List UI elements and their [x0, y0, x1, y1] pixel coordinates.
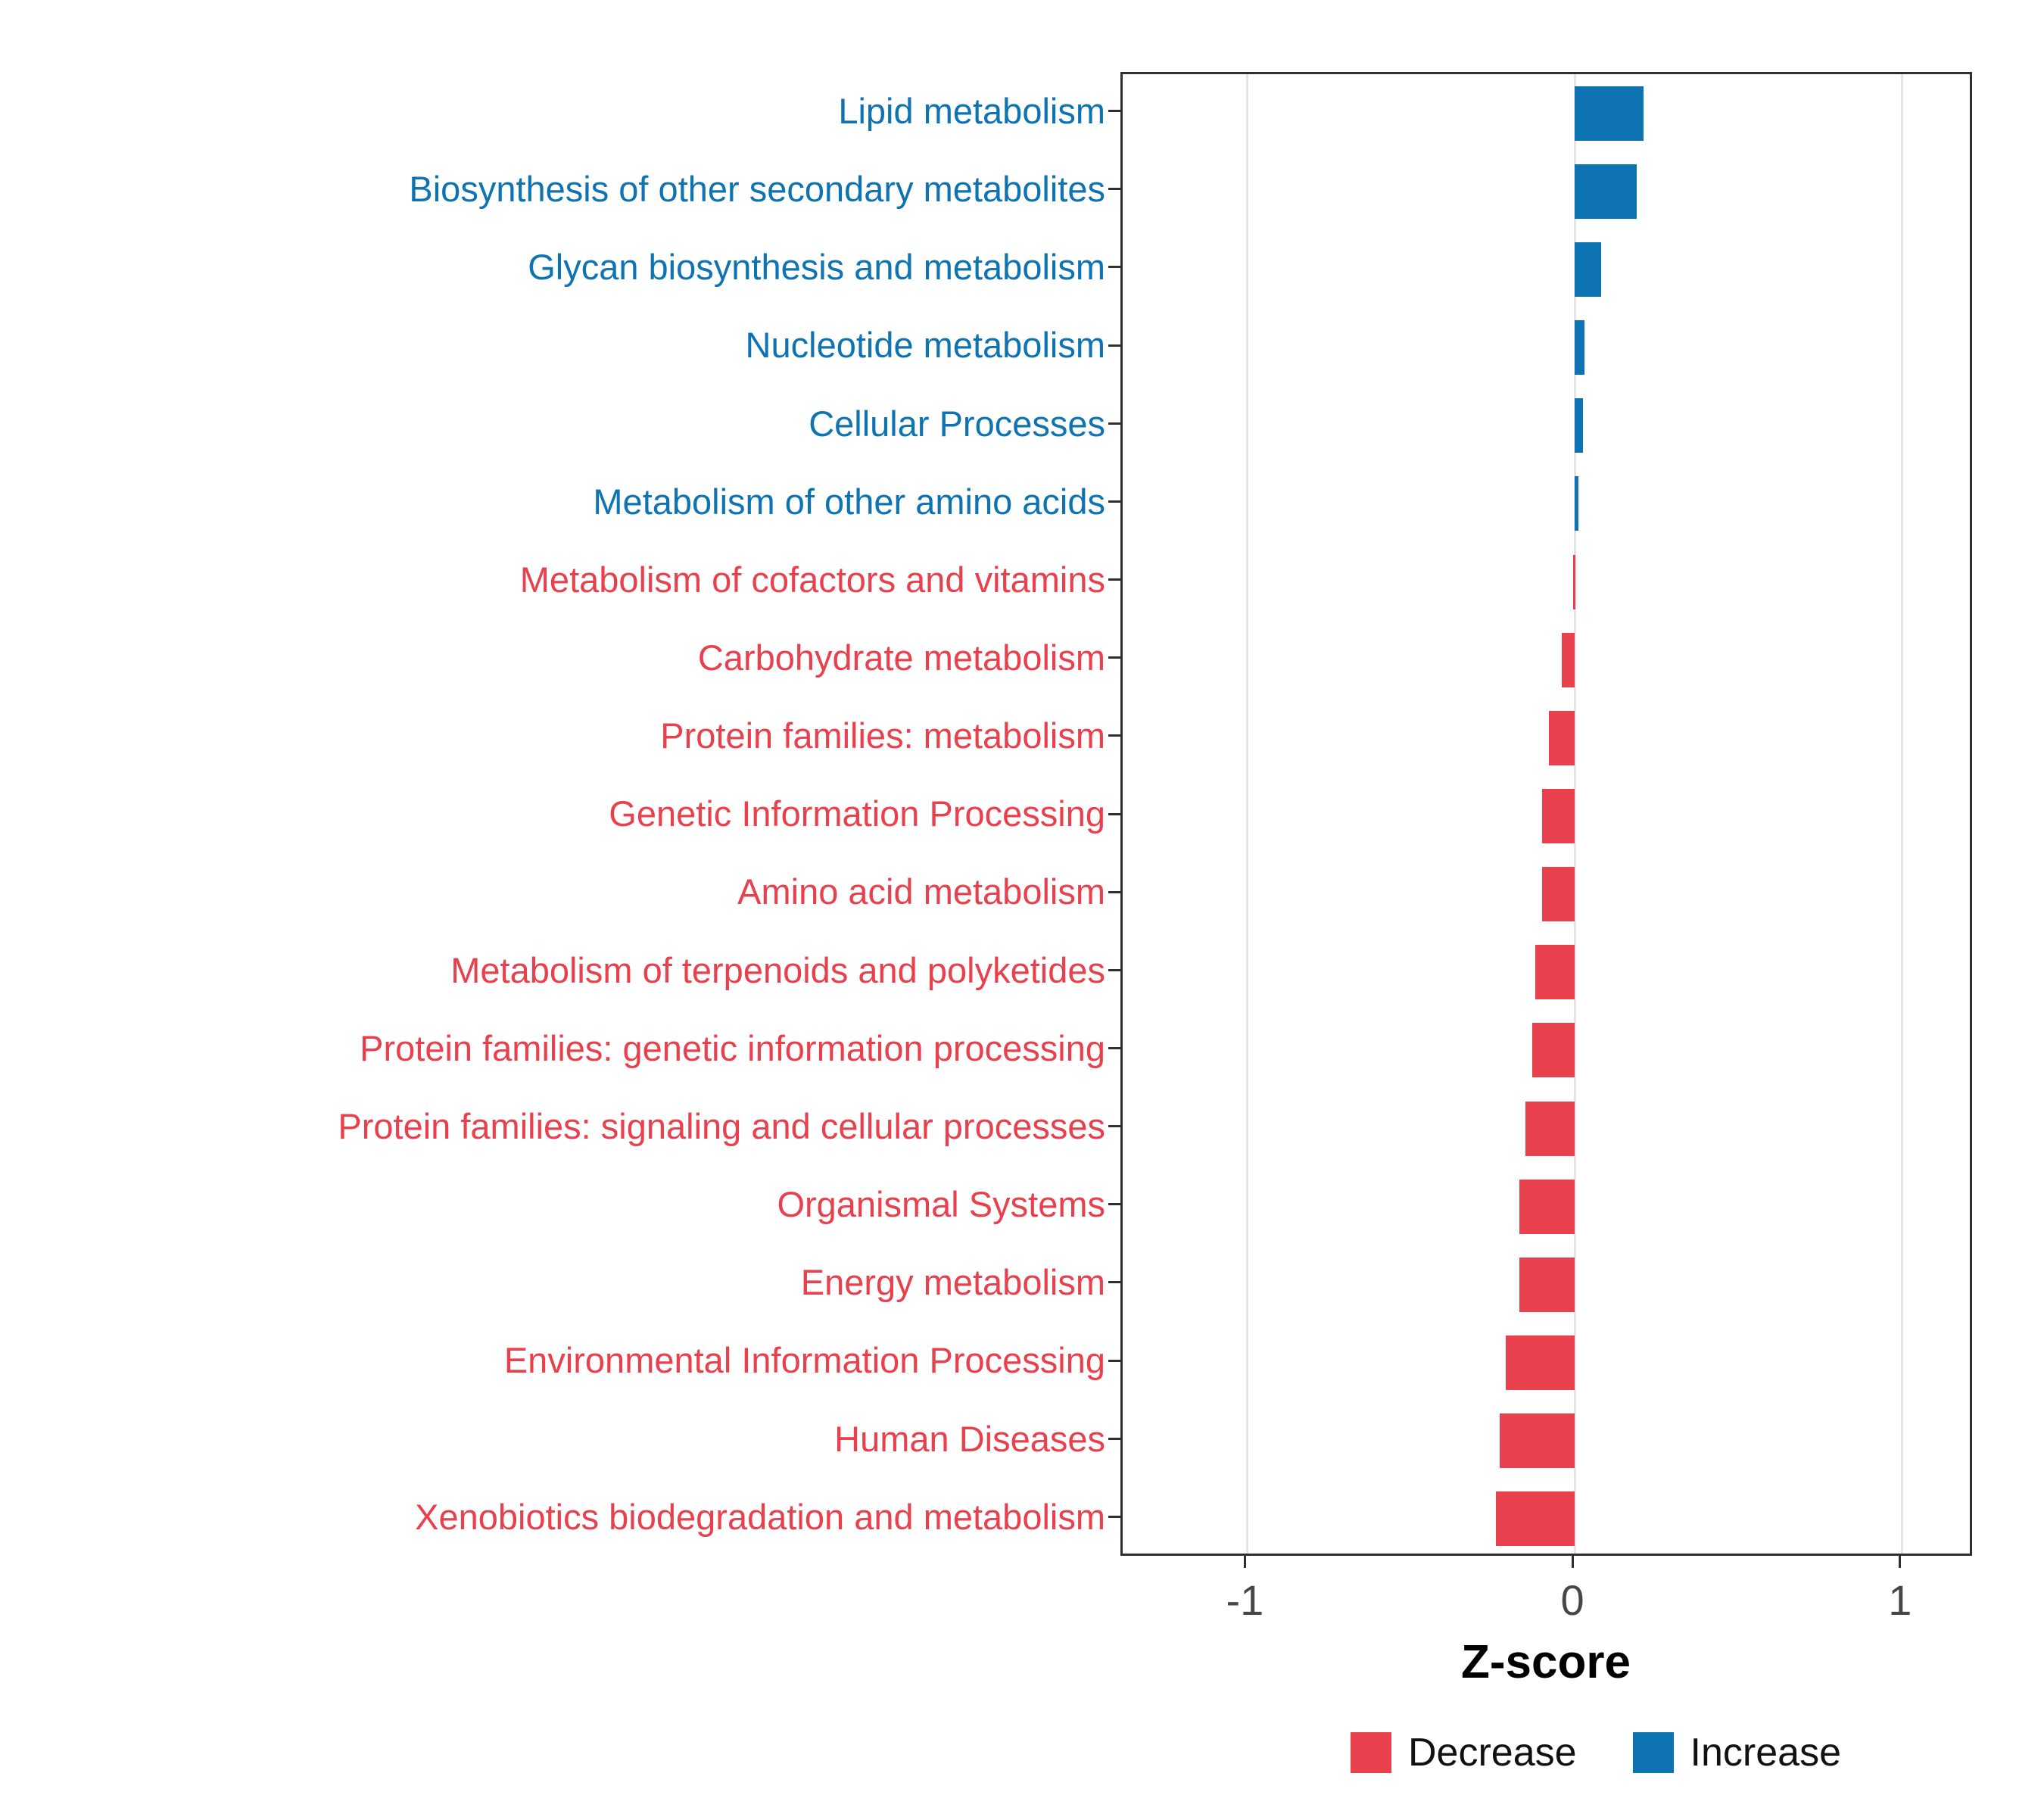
x-tick-label: 1 — [1888, 1576, 1912, 1624]
legend-entry-decrease: Decrease — [1350, 1730, 1577, 1775]
bar — [1575, 242, 1601, 297]
bar — [1572, 554, 1575, 609]
bar — [1575, 476, 1579, 531]
category-label: Protein families: metabolism — [660, 715, 1105, 756]
legend-label-decrease: Decrease — [1407, 1731, 1577, 1775]
category-label: Lipid metabolism — [838, 90, 1105, 131]
y-axis-tick — [1108, 1437, 1120, 1440]
bar — [1575, 164, 1637, 219]
legend-swatch-decrease — [1350, 1732, 1391, 1773]
legend-entry-increase: Increase — [1632, 1730, 1841, 1775]
category-label: Genetic Information Processing — [609, 793, 1105, 834]
x-tick-label: -1 — [1226, 1576, 1264, 1624]
bar — [1535, 945, 1575, 1000]
category-label: Xenobiotics biodegradation and metabolis… — [415, 1496, 1105, 1537]
x-axis-title: Z-score — [1461, 1636, 1631, 1688]
bar — [1541, 867, 1575, 922]
bar — [1561, 632, 1575, 687]
category-label: Organismal Systems — [777, 1184, 1105, 1225]
legend-label-increase: Increase — [1690, 1731, 1841, 1775]
gridline-x-0 — [1573, 74, 1576, 1554]
bar — [1575, 320, 1585, 376]
legend: Decrease Increase — [1350, 1730, 1841, 1775]
category-label: Human Diseases — [834, 1418, 1105, 1459]
y-axis-tick — [1108, 812, 1120, 815]
category-label: Protein families: genetic information pr… — [360, 1027, 1105, 1068]
y-axis-tick — [1108, 968, 1120, 971]
category-label: Nucleotide metabolism — [745, 325, 1105, 366]
legend-swatch-increase — [1632, 1732, 1674, 1773]
y-axis-tick — [1108, 1515, 1120, 1518]
bar — [1541, 789, 1575, 843]
bar — [1506, 1335, 1575, 1391]
category-label: Glycan biosynthesis and metabolism — [528, 247, 1105, 288]
category-label: Biosynthesis of other secondary metaboli… — [409, 169, 1105, 210]
plot-panel — [1120, 72, 1972, 1556]
y-axis-tick — [1108, 344, 1120, 347]
category-label: Environmental Information Processing — [503, 1340, 1105, 1381]
category-label: Metabolism of other amino acids — [593, 481, 1105, 522]
y-axis-tick — [1108, 1359, 1120, 1362]
bar — [1531, 1023, 1575, 1078]
y-axis-tick — [1108, 1281, 1120, 1284]
y-axis-tick — [1108, 1125, 1120, 1128]
y-axis-tick — [1108, 578, 1120, 581]
category-label: Carbohydrate metabolism — [697, 637, 1105, 678]
category-label: Metabolism of terpenoids and polyketides — [450, 949, 1105, 990]
y-axis-tick — [1108, 734, 1120, 737]
bar — [1575, 86, 1644, 141]
category-label: Protein families: signaling and cellular… — [338, 1105, 1105, 1146]
bar — [1575, 398, 1583, 453]
x-tick-label: 0 — [1560, 1576, 1584, 1624]
gridline-x--1 — [1245, 74, 1248, 1554]
y-axis-tick — [1108, 422, 1120, 425]
bar — [1548, 710, 1575, 765]
x-axis-tick — [1899, 1556, 1902, 1568]
bar — [1499, 1413, 1575, 1469]
bar — [1525, 1101, 1575, 1156]
y-axis-tick — [1108, 656, 1120, 659]
category-label: Energy metabolism — [800, 1262, 1105, 1303]
x-axis-tick — [1571, 1556, 1574, 1568]
x-axis-tick — [1243, 1556, 1246, 1568]
category-label: Amino acid metabolism — [737, 871, 1105, 912]
y-axis-tick — [1108, 188, 1120, 191]
gridline-x-1 — [1901, 74, 1904, 1554]
y-axis-tick — [1108, 110, 1120, 113]
bar — [1519, 1179, 1575, 1234]
category-label: Cellular Processes — [809, 403, 1105, 444]
y-axis-tick — [1108, 266, 1120, 269]
bar — [1519, 1257, 1575, 1312]
bar — [1496, 1491, 1575, 1547]
y-axis-tick — [1108, 1046, 1120, 1049]
y-axis-tick — [1108, 1203, 1120, 1206]
y-axis-tick — [1108, 500, 1120, 503]
category-label: Metabolism of cofactors and vitamins — [519, 559, 1105, 600]
y-axis-tick — [1108, 890, 1120, 893]
